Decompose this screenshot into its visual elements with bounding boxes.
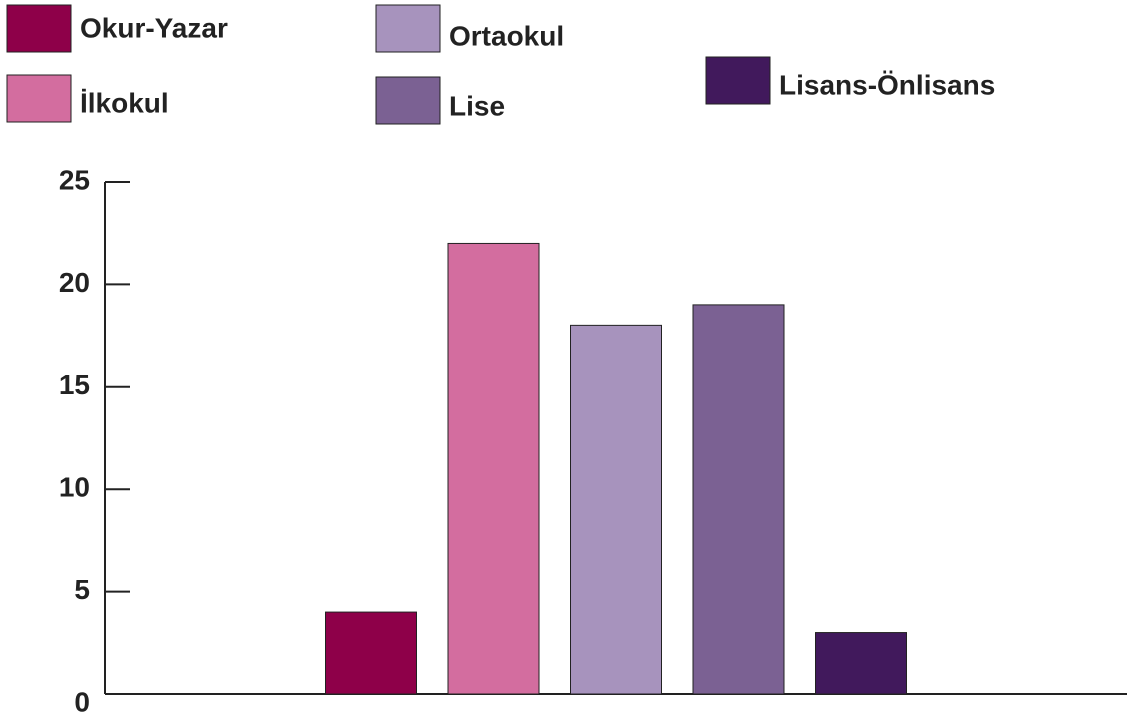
y-tick-label: 10 [59, 472, 90, 503]
bar [447, 242, 540, 695]
bar [815, 632, 907, 695]
bar [692, 304, 785, 695]
legend-swatch [375, 76, 441, 125]
legend-label: Okur-Yazar [80, 12, 228, 43]
legend-label: Lisans-Önlisans [779, 69, 995, 100]
y-tick-label: 25 [59, 164, 90, 195]
legend-label: Lise [449, 90, 505, 121]
legend-swatch [6, 4, 72, 53]
y-tick-label: 20 [59, 267, 90, 298]
legend-swatch [375, 4, 441, 53]
y-tick-label: 15 [59, 369, 90, 400]
bar [325, 611, 417, 695]
bar [570, 324, 662, 695]
legend-swatch [6, 74, 72, 123]
legend-swatch [705, 56, 771, 105]
y-tick-label: 5 [74, 574, 90, 605]
y-tick-label: 0 [74, 686, 90, 717]
legend-label: İlkokul [80, 87, 169, 118]
legend-label: Ortaokul [449, 20, 564, 51]
